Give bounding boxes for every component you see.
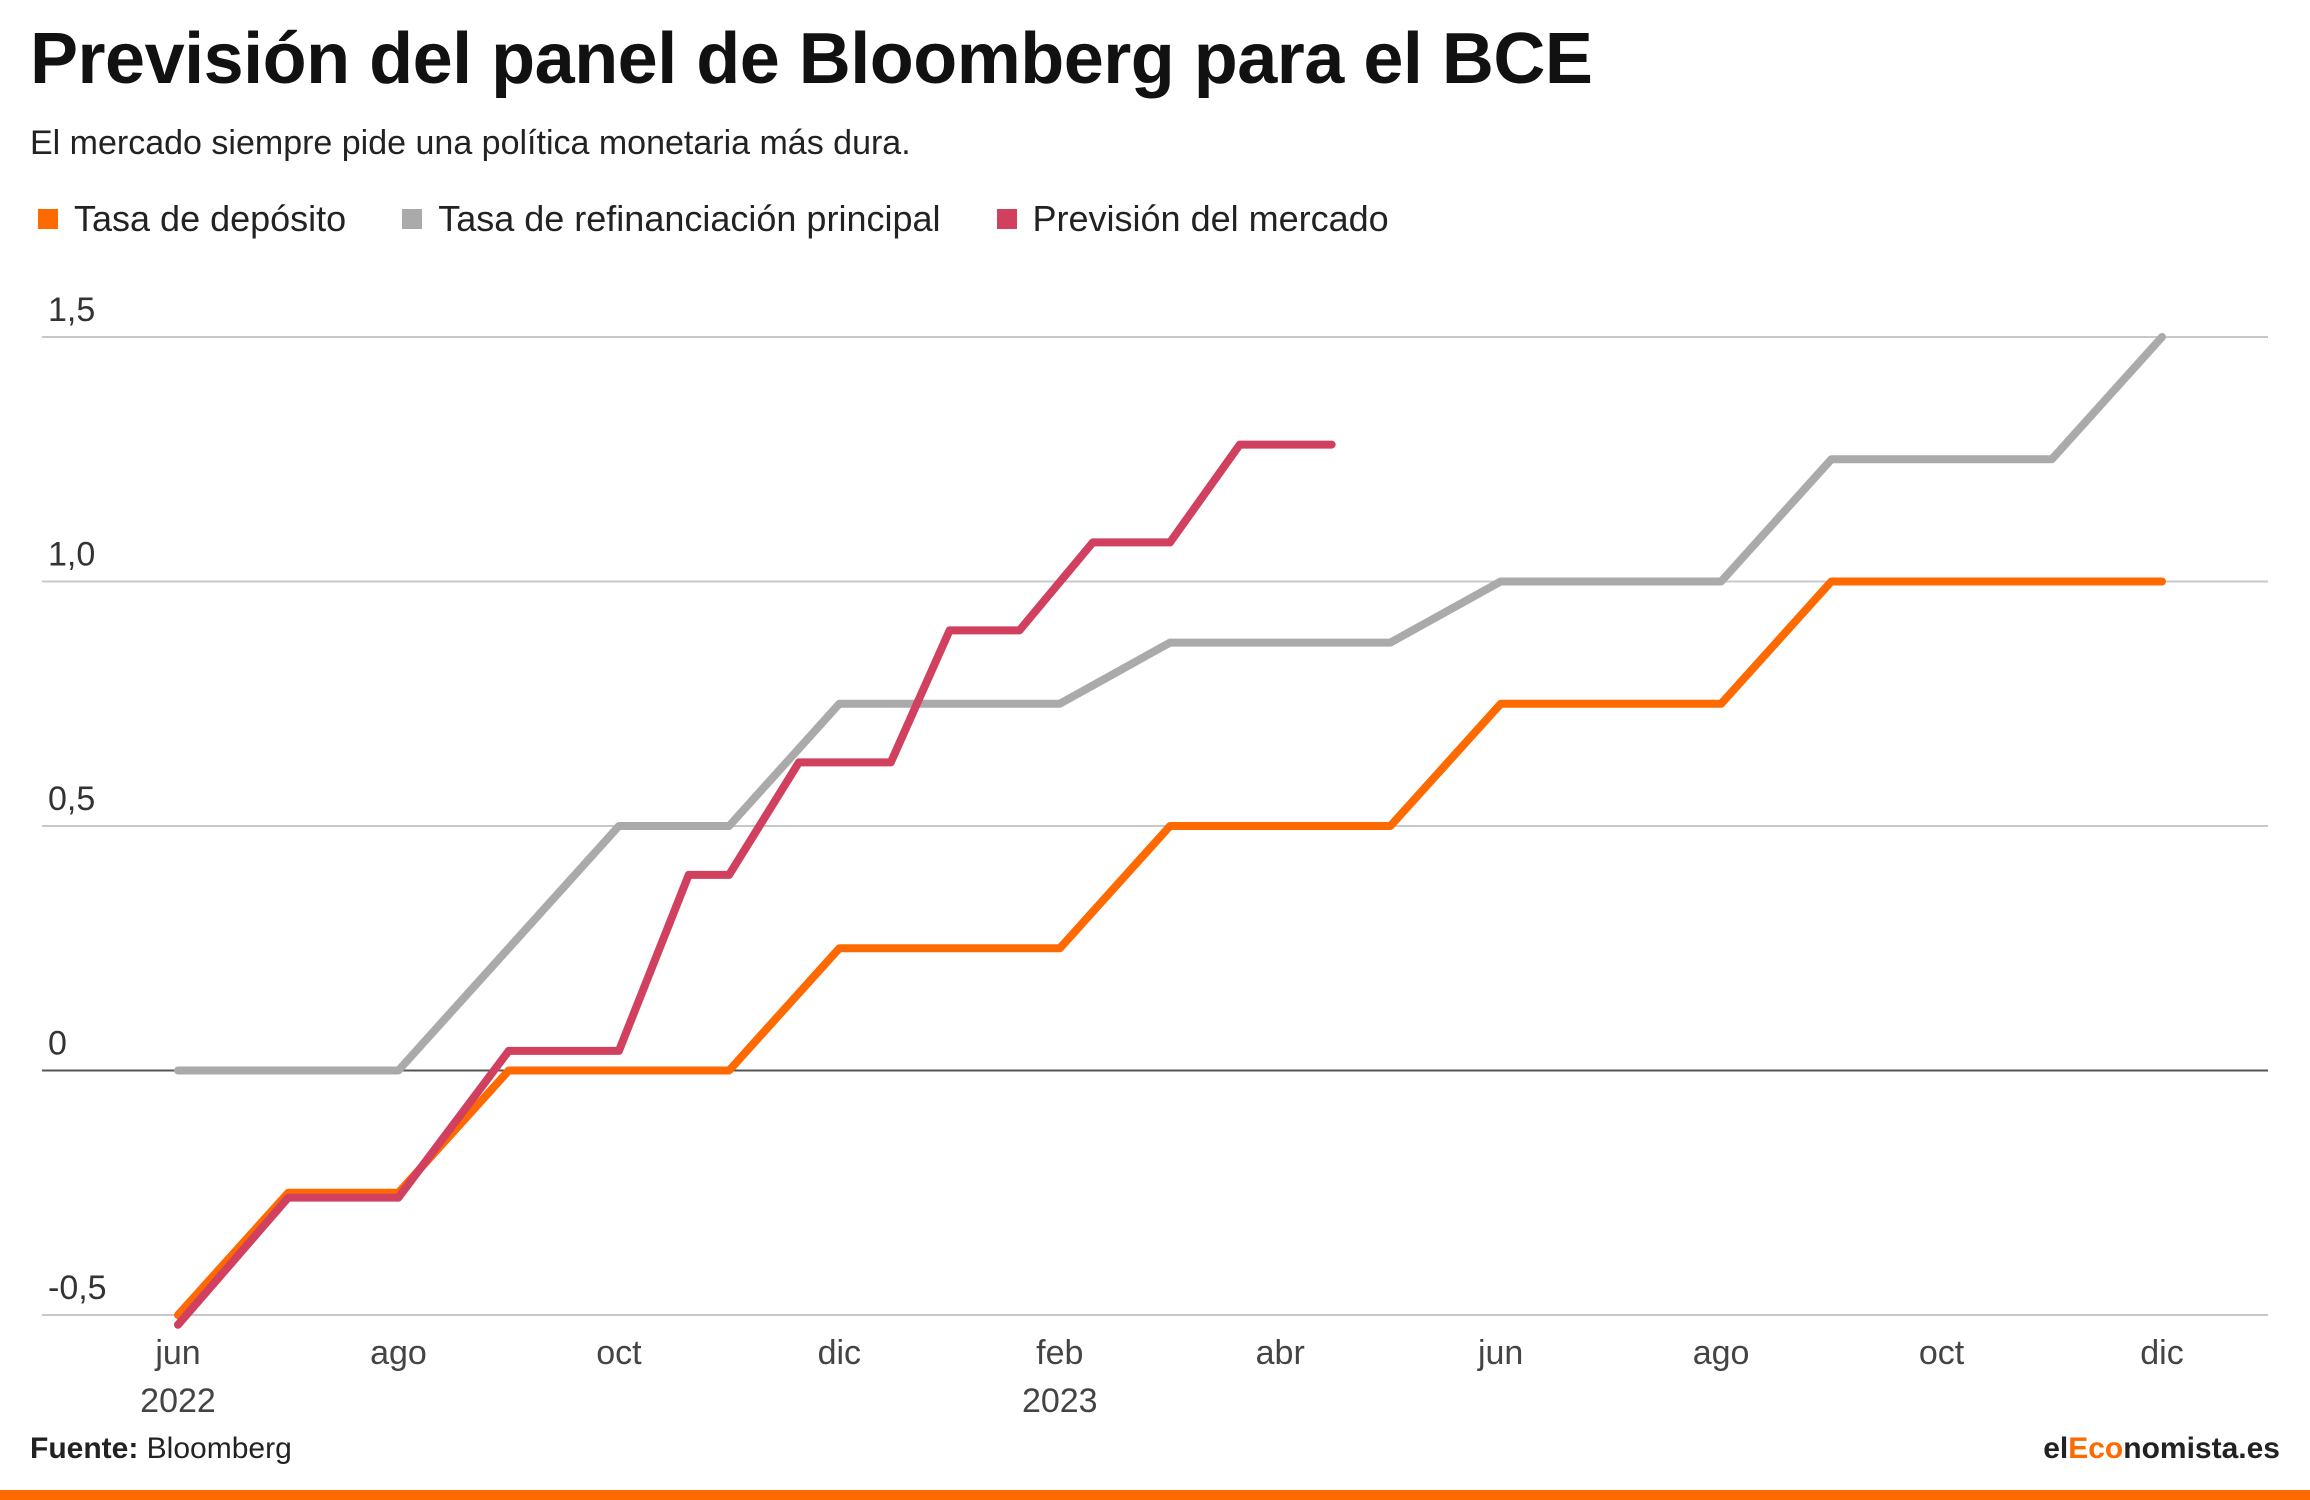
- x-tick-label: ago: [370, 1334, 427, 1372]
- legend-label-deposit: Tasa de depósito: [74, 198, 347, 239]
- brand-prefix: el: [2043, 1432, 2069, 1465]
- legend-swatch-deposit: [38, 209, 58, 229]
- chart-subtitle: El mercado siempre pide una política mon…: [30, 124, 911, 162]
- legend-item-refinancing: Tasa de refinanciación principal: [402, 198, 941, 240]
- legend-label-market-forecast: Previsión del mercado: [1032, 198, 1389, 239]
- source-text: Bloomberg: [146, 1432, 292, 1465]
- x-tick-label: jun: [154, 1334, 200, 1372]
- x-tick-label: abr: [1256, 1334, 1305, 1372]
- x-tick-label: dic: [2140, 1334, 2183, 1372]
- source-label: Fuente:: [30, 1432, 139, 1465]
- series-lines: [174, 333, 2166, 1329]
- grid-lines: [42, 336, 2268, 1316]
- line-chart: 1,5 1,0 0,5 0 -0,5 jun 2022 ago oct dic feb 2023 ab…: [42, 291, 2268, 1420]
- bottom-accent-bar: [0, 1490, 2310, 1500]
- x-tick-label: oct: [1919, 1334, 1965, 1372]
- x-tick-label: oct: [596, 1334, 642, 1372]
- legend-item-deposit: Tasa de depósito: [38, 198, 346, 240]
- x-tick-label: dic: [818, 1334, 861, 1372]
- legend: Tasa de depósito Tasa de refinanciación …: [38, 198, 1445, 240]
- y-tick-label: 0,5: [48, 780, 95, 818]
- y-axis-tick-labels: 1,5 1,0 0,5 0 -0,5: [48, 291, 107, 1307]
- legend-label-refinancing: Tasa de refinanciación principal: [438, 198, 941, 239]
- x-tick-year-label: 2022: [140, 1382, 216, 1420]
- x-tick-label: ago: [1693, 1334, 1750, 1372]
- legend-swatch-refinancing: [402, 209, 423, 229]
- chart-title: Previsión del panel de Bloomberg para el…: [30, 19, 1593, 99]
- y-tick-label: 1,0: [48, 536, 95, 574]
- y-tick-label: 0: [48, 1025, 67, 1063]
- legend-item-market-forecast: Previsión del mercado: [996, 198, 1389, 240]
- legend-swatch-market-forecast: [996, 209, 1017, 229]
- x-tick-label: jun: [1477, 1334, 1523, 1372]
- series-line-deposit: [174, 577, 2166, 1319]
- x-axis-tick-labels: jun 2022 ago oct dic feb 2023 abr jun ago oct dic: [140, 1334, 2184, 1420]
- y-tick-label: 1,5: [48, 291, 95, 329]
- brand-logo: elEconomista.es: [2043, 1432, 2280, 1466]
- series-line-market-forecast: [174, 440, 1336, 1329]
- brand-accent: Eco: [2068, 1432, 2124, 1465]
- x-tick-year-label: 2023: [1022, 1382, 1098, 1420]
- brand-suffix: nomista.es: [2123, 1432, 2280, 1465]
- y-tick-label: -0,5: [48, 1269, 107, 1307]
- x-tick-label: feb: [1036, 1334, 1083, 1372]
- source-note: Fuente: Bloomberg: [30, 1432, 292, 1466]
- series-line-refinancing: [174, 333, 2166, 1075]
